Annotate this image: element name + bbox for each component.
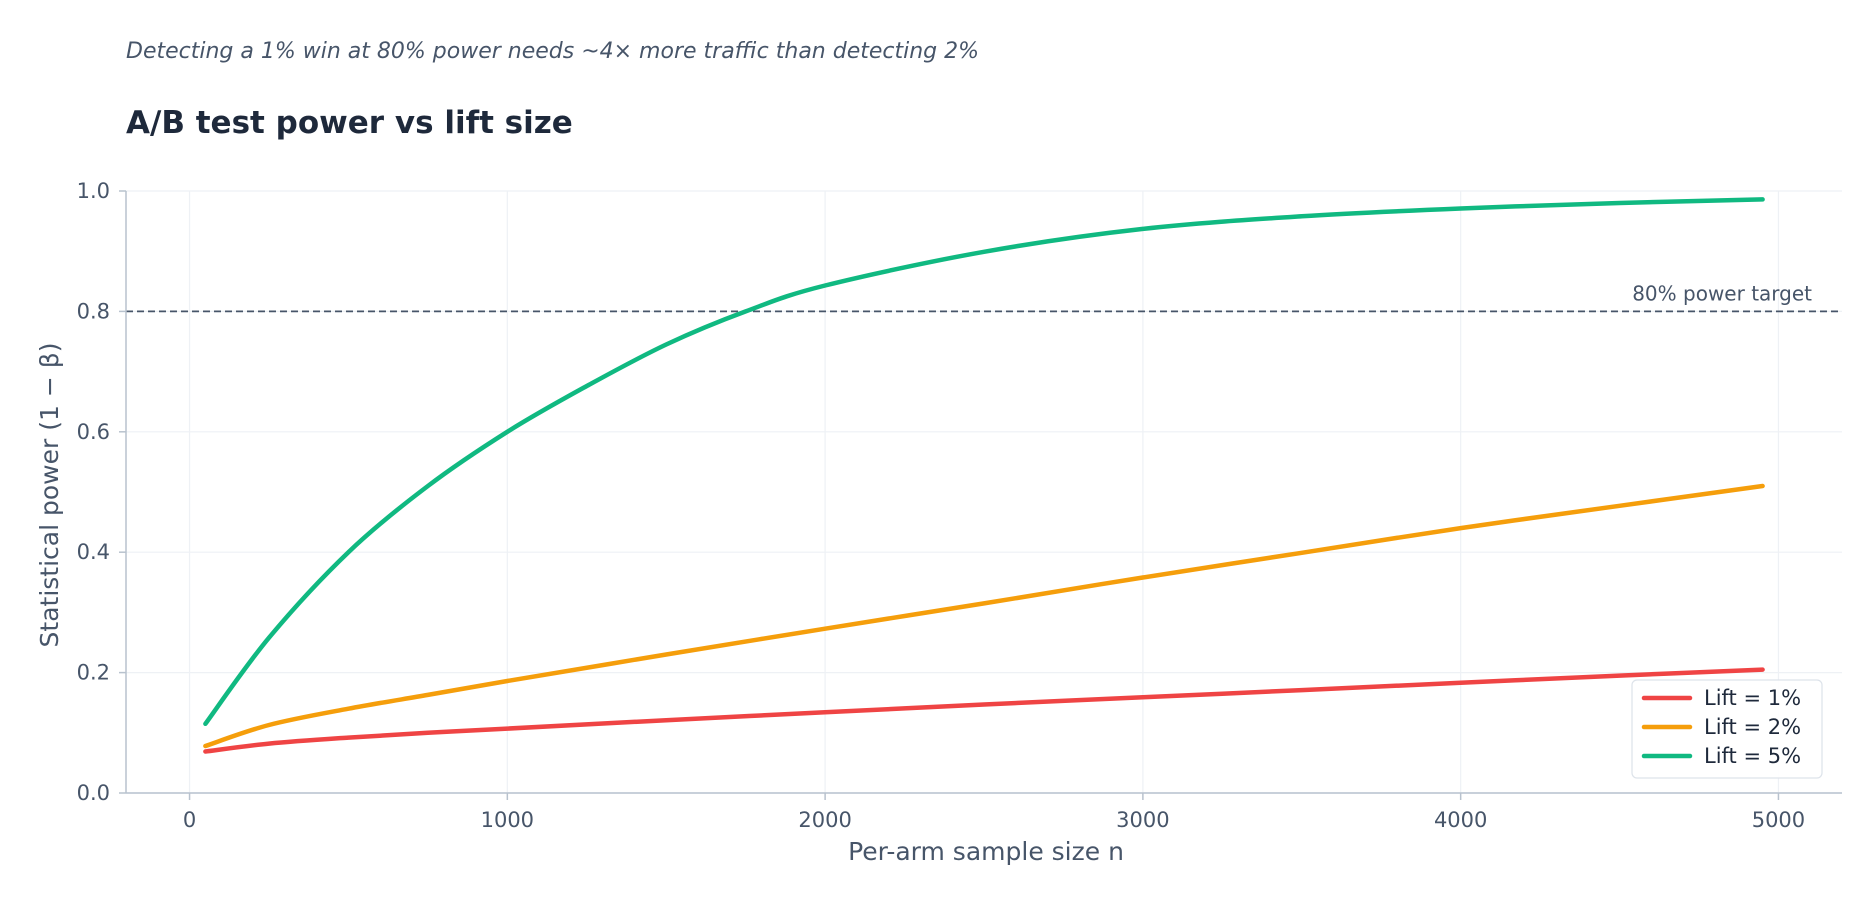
x-tick-label: 4000 [1434, 808, 1487, 832]
series-line-lift-5 [203, 197, 1765, 727]
y-tick-label: 0.4 [77, 540, 110, 564]
y-tick-label: 0.0 [77, 781, 110, 805]
x-tick-label: 3000 [1116, 808, 1169, 832]
series-line-lift-2 [203, 483, 1765, 749]
legend-label: Lift = 1% [1704, 686, 1801, 710]
x-tick-label: 0 [183, 808, 196, 832]
axes [125, 191, 1842, 794]
reference-line-label: 80% power target [1632, 281, 1812, 305]
y-axis-ticks: 0.0 0.2 0.4 0.6 0.8 1.0 [77, 179, 126, 805]
legend: Lift = 1% Lift = 2% Lift = 5% [1631, 679, 1823, 779]
y-tick-label: 1.0 [77, 179, 110, 203]
legend-label: Lift = 2% [1704, 715, 1801, 739]
x-axis-label: Per-arm sample size n [848, 837, 1124, 866]
x-tick-label: 2000 [798, 808, 851, 832]
y-tick-label: 0.6 [77, 420, 110, 444]
series-lines [203, 197, 1765, 754]
x-tick-label: 5000 [1752, 808, 1805, 832]
reference-line-group: 80% power target [126, 281, 1842, 313]
legend-label: Lift = 5% [1704, 744, 1801, 768]
y-tick-label: 0.8 [77, 299, 110, 323]
y-tick-label: 0.2 [77, 661, 110, 685]
y-axis-label: Statistical power (1 − β) [35, 343, 64, 648]
chart-subtitle: Detecting a 1% win at 80% power needs ~4… [126, 39, 979, 64]
x-axis-ticks: 0 1000 2000 3000 4000 5000 [183, 793, 1805, 832]
chart-title: A/B test power vs lift size [126, 105, 573, 141]
x-tick-label: 1000 [481, 808, 534, 832]
legend-box [1631, 679, 1823, 779]
series-line-lift-1 [203, 667, 1765, 754]
